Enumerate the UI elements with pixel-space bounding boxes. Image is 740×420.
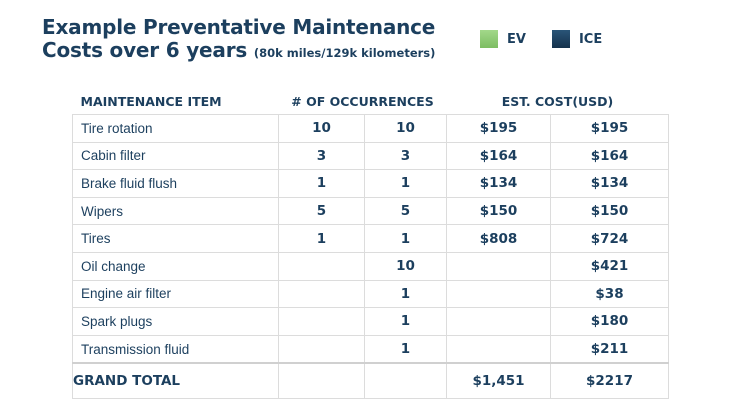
item-name: Brake fluid flush <box>72 169 279 198</box>
item-name: Cabin filter <box>72 141 279 171</box>
ice-cost: $211 <box>550 334 669 364</box>
ice-occurrences: 1 <box>364 307 447 336</box>
table-row: Spark plugs 1 $180 <box>72 307 669 336</box>
table-row: Wipers 5 5 $150 $150 <box>72 196 669 226</box>
table-row: Brake fluid flush 1 1 $134 $134 <box>72 169 669 198</box>
ev-cost <box>446 334 551 364</box>
ice-cost: $150 <box>550 196 669 226</box>
item-name: Tire rotation <box>72 114 279 143</box>
header-occurrences: # OF OCCURRENCES <box>291 93 434 109</box>
item-name: Spark plugs <box>72 307 279 336</box>
chart-title: Example Preventative Maintenance Costs o… <box>42 16 435 65</box>
item-name: Wipers <box>72 196 279 226</box>
table-row: Engine air filter 1 $38 <box>72 279 669 309</box>
table-body: Tire rotation 10 10 $195 $195 Cabin filter 3 3 $… <box>72 114 669 364</box>
ev-cost: $195 <box>446 114 551 143</box>
ice-occurrences: 1 <box>364 334 447 364</box>
ice-occurrences: 3 <box>364 141 447 171</box>
table-row: Oil change 10 $421 <box>72 251 669 281</box>
table-row: Cabin filter 3 3 $164 $164 <box>72 141 669 171</box>
grand-total-ice-occurrences <box>364 362 447 400</box>
subtitle: (80k miles/129k kilometers) <box>253 46 436 60</box>
ice-occurrences: 10 <box>364 251 447 281</box>
item-name: Transmission fluid <box>72 334 279 364</box>
ev-occurrences: 3 <box>278 141 365 171</box>
header-maintenance-item: MAINTENANCE ITEM <box>80 93 222 109</box>
ev-occurrences: 5 <box>278 196 365 226</box>
maintenance-table: MAINTENANCE ITEM # OF OCCURRENCES EST. C… <box>72 88 669 400</box>
grand-total-label: GRAND TOTAL <box>72 362 279 400</box>
ev-cost: $808 <box>446 224 551 253</box>
item-name: Engine air filter <box>72 279 279 309</box>
ev-cost: $150 <box>446 196 551 226</box>
ev-occurrences <box>278 334 365 364</box>
ice-occurrences: 1 <box>364 224 447 253</box>
ice-cost: $180 <box>550 307 669 336</box>
ice-occurrences: 1 <box>364 169 447 198</box>
grand-total-ice-cost: $2217 <box>550 362 669 400</box>
legend: EV ICE <box>480 30 628 48</box>
ev-cost <box>446 251 551 281</box>
ice-cost: $195 <box>550 114 669 143</box>
item-name: Tires <box>72 224 279 253</box>
table-row: Tire rotation 10 10 $195 $195 <box>72 114 669 143</box>
ev-occurrences <box>278 307 365 336</box>
ev-cost: $134 <box>446 169 551 198</box>
ice-cost: $164 <box>550 141 669 171</box>
ev-occurrences <box>278 279 365 309</box>
ice-cost: $421 <box>550 251 669 281</box>
legend-label-ev: EV <box>507 31 526 47</box>
ev-occurrences: 1 <box>278 169 365 198</box>
ice-occurrences: 5 <box>364 196 447 226</box>
table-row: Tires 1 1 $808 $724 <box>72 224 669 253</box>
ice-cost: $38 <box>550 279 669 309</box>
grand-total-ev-occurrences <box>278 362 365 400</box>
ev-occurrences: 10 <box>278 114 365 143</box>
header-row: MAINTENANCE ITEM # OF OCCURRENCES EST. C… <box>73 88 669 115</box>
item-name: Oil change <box>72 251 279 281</box>
grand-total-row: GRAND TOTAL $1,451 $2217 <box>72 362 669 400</box>
legend-item-ice: ICE <box>551 30 603 48</box>
ice-occurrences: 1 <box>364 279 447 309</box>
title-line-2: Costs over 6 years (80k miles/129k kilom… <box>42 39 435 65</box>
title-line-1: Example Preventative Maintenance <box>42 15 436 39</box>
table-row: Transmission fluid 1 $211 <box>72 334 669 364</box>
grand-total-ev-cost: $1,451 <box>446 362 551 400</box>
ice-cost: $134 <box>550 169 669 198</box>
ev-occurrences <box>278 251 365 281</box>
ev-cost <box>446 279 551 309</box>
ice-cost: $724 <box>550 224 669 253</box>
ev-cost: $164 <box>446 141 551 171</box>
legend-swatch-ice <box>551 30 570 48</box>
ev-occurrences: 1 <box>278 224 365 253</box>
legend-item-ev: EV <box>480 30 526 48</box>
header-cost: EST. COST(USD) <box>501 93 614 109</box>
legend-swatch-ev <box>480 30 498 48</box>
title-line-2-text: Costs over 6 years <box>42 38 248 62</box>
legend-label-ice: ICE <box>578 31 603 47</box>
ev-cost <box>446 307 551 336</box>
ice-occurrences: 10 <box>364 114 447 143</box>
